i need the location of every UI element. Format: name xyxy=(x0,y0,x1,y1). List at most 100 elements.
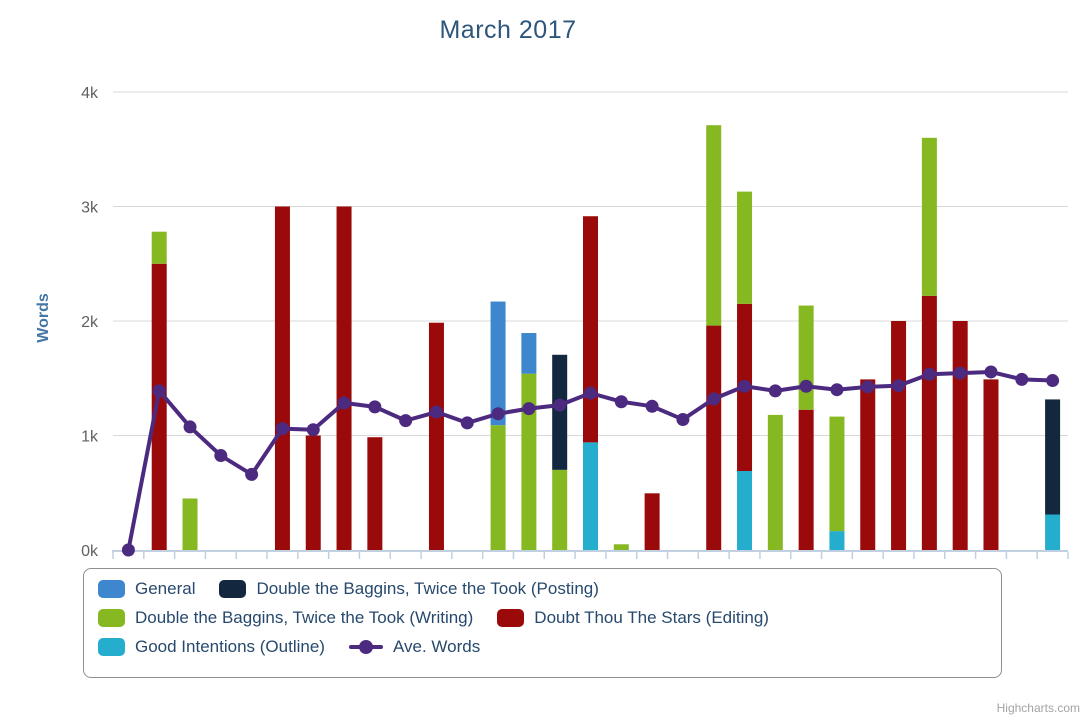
ave-words-point[interactable] xyxy=(768,384,782,398)
bar-segment[interactable] xyxy=(829,531,845,550)
bar-segment[interactable] xyxy=(428,322,444,550)
ave-words-point[interactable] xyxy=(275,422,289,436)
ave-words-point[interactable] xyxy=(861,380,875,394)
x-axis xyxy=(112,550,1069,559)
ave-words-point[interactable] xyxy=(799,379,813,393)
bar-segment[interactable] xyxy=(983,379,999,550)
legend-swatch-outline xyxy=(98,638,125,656)
legend-label-posting: Double the Baggins, Twice the Took (Post… xyxy=(256,579,599,598)
legend-label-general: General xyxy=(135,579,196,598)
ave-words-point[interactable] xyxy=(830,383,844,397)
bar-segment[interactable] xyxy=(583,216,598,443)
bar-segment[interactable] xyxy=(182,498,198,550)
bar-segment[interactable] xyxy=(151,231,167,264)
ave-words-point[interactable] xyxy=(984,365,998,379)
ave-words-point[interactable] xyxy=(121,543,135,557)
bar-segment[interactable] xyxy=(490,301,506,426)
ave-words-point[interactable] xyxy=(522,402,536,416)
legend-item-general[interactable]: General xyxy=(98,579,195,599)
bar-segment[interactable] xyxy=(921,137,937,296)
bar-segment[interactable] xyxy=(490,425,506,550)
ave-words-point[interactable] xyxy=(1046,374,1060,388)
bar-segment[interactable] xyxy=(367,437,383,550)
bar-segment[interactable] xyxy=(552,469,568,550)
bar-segment[interactable] xyxy=(952,321,968,550)
ave-words-point[interactable] xyxy=(491,407,505,421)
legend-item-ave-words[interactable]: Ave. Words xyxy=(348,637,481,657)
y-tick-label: 2k xyxy=(81,314,99,331)
ave-words-point[interactable] xyxy=(183,420,197,434)
bar-segment[interactable] xyxy=(860,379,876,550)
ave-words-point[interactable] xyxy=(645,399,659,413)
bar-segment[interactable] xyxy=(521,373,537,550)
legend-swatch-posting xyxy=(219,580,247,598)
bar-segment[interactable] xyxy=(737,470,753,550)
ave-words-point[interactable] xyxy=(460,416,474,430)
legend: General Double the Baggins, Twice the To… xyxy=(83,568,1002,678)
legend-label-ave-words: Ave. Words xyxy=(392,637,481,656)
ave-words-point[interactable] xyxy=(399,414,413,428)
legend-item-editing[interactable]: Doubt Thou The Stars (Editing) xyxy=(497,608,769,628)
ave-words-point[interactable] xyxy=(953,366,967,380)
legend-swatch-general xyxy=(98,580,125,598)
ave-words-point[interactable] xyxy=(1015,372,1029,386)
legend-item-outline[interactable]: Good Intentions (Outline) xyxy=(98,637,325,657)
ave-words-point[interactable] xyxy=(676,412,690,426)
y-tick-label: 0k xyxy=(81,543,99,560)
bar-segment[interactable] xyxy=(521,333,537,374)
ave-words-point[interactable] xyxy=(306,423,320,437)
ave-words-point[interactable] xyxy=(738,379,752,393)
ave-words-point[interactable] xyxy=(922,367,936,381)
bar-segment[interactable] xyxy=(336,206,352,551)
highcharts-credit[interactable]: Highcharts.com xyxy=(996,701,1080,715)
line-marker-dot xyxy=(358,640,373,654)
ave-words-point[interactable] xyxy=(368,400,382,414)
ave-words-point[interactable] xyxy=(892,379,906,393)
bar-segment[interactable] xyxy=(1045,399,1061,515)
legend-swatch-writing xyxy=(98,609,125,627)
ave-words-point[interactable] xyxy=(707,392,721,406)
legend-item-posting[interactable]: Double the Baggins, Twice the Took (Post… xyxy=(219,579,599,599)
bar-segment[interactable] xyxy=(829,416,845,532)
bar-segment[interactable] xyxy=(891,321,907,550)
legend-label-outline: Good Intentions (Outline) xyxy=(135,637,325,656)
bar-segment[interactable] xyxy=(274,206,290,551)
ave-words-point[interactable] xyxy=(584,386,597,400)
ave-words-point[interactable] xyxy=(429,405,443,419)
bar-segment[interactable] xyxy=(921,295,937,550)
chart-title: March 2017 xyxy=(439,16,577,44)
bar-segment[interactable] xyxy=(737,191,753,304)
y-axis-labels: 0k 1k 2k 3k 4k xyxy=(81,85,99,560)
ave-words-point[interactable] xyxy=(553,398,567,412)
ave-words-point[interactable] xyxy=(337,396,351,410)
bar-segment[interactable] xyxy=(706,325,722,550)
legend-item-writing[interactable]: Double the Baggins, Twice the Took (Writ… xyxy=(98,608,473,628)
bar-segment[interactable] xyxy=(644,493,660,550)
ave-words-line xyxy=(121,365,1060,557)
bars xyxy=(151,125,1061,551)
bar-segment[interactable] xyxy=(706,125,722,326)
bar-segment[interactable] xyxy=(767,414,783,550)
bar-segment[interactable] xyxy=(552,354,568,470)
bar-segment[interactable] xyxy=(613,544,629,550)
ave-words-point[interactable] xyxy=(245,467,259,481)
legend-label-editing: Doubt Thou The Stars (Editing) xyxy=(534,608,769,627)
bar-segment[interactable] xyxy=(583,442,598,550)
line-marker-icon xyxy=(348,638,383,656)
legend-swatch-editing xyxy=(497,609,525,627)
y-axis-title: Words xyxy=(35,293,52,343)
y-tick-label: 3k xyxy=(81,200,99,217)
bar-segment[interactable] xyxy=(1045,514,1061,550)
legend-label-writing: Double the Baggins, Twice the Took (Writ… xyxy=(135,608,474,627)
bar-segment[interactable] xyxy=(305,435,321,551)
y-tick-label: 4k xyxy=(81,85,99,102)
y-tick-label: 1k xyxy=(81,429,99,446)
bar-segment[interactable] xyxy=(151,263,167,550)
ave-words-point[interactable] xyxy=(214,449,228,463)
bar-segment[interactable] xyxy=(798,305,814,410)
ave-words-point[interactable] xyxy=(614,395,628,409)
ave-words-point[interactable] xyxy=(152,384,166,398)
bar-segment[interactable] xyxy=(798,409,814,550)
